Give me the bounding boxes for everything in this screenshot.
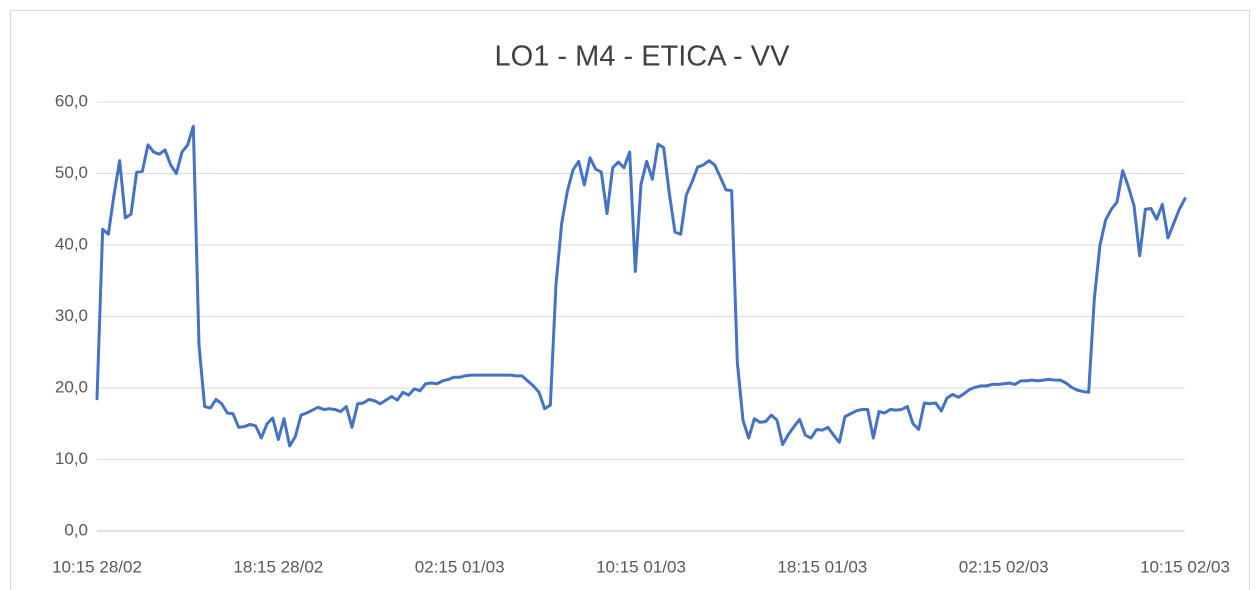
y-tick-label: 20,0 <box>55 377 88 396</box>
y-tick-label: 60,0 <box>55 91 88 110</box>
y-tick-label: 0,0 <box>64 520 88 539</box>
chart-title: LO1 - M4 - ETICA - VV <box>495 41 791 73</box>
y-tick-label: 40,0 <box>55 234 88 253</box>
x-tick-label: 18:15 28/02 <box>233 557 323 576</box>
y-tick-label: 50,0 <box>55 163 88 182</box>
x-tick-label: 10:15 28/02 <box>52 557 142 576</box>
x-tick-label: 10:15 01/03 <box>596 557 686 576</box>
x-tick-label: 02:15 01/03 <box>415 557 505 576</box>
data-line <box>95 124 1187 448</box>
y-tick-label: 30,0 <box>55 306 88 325</box>
y-tick-label: 10,0 <box>55 449 88 468</box>
x-tick-label: 02:15 02/03 <box>959 557 1049 576</box>
chart-frame <box>10 10 1250 590</box>
x-tick-label: 10:15 02/03 <box>1140 557 1230 576</box>
x-tick-label: 18:15 01/03 <box>777 557 867 576</box>
